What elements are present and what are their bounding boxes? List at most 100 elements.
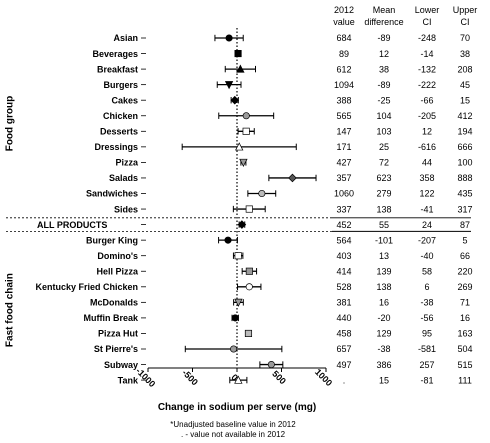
- row-label-5: Chicken: [103, 111, 138, 121]
- point-marker-0: [225, 34, 233, 42]
- cell-baseline-5: 565: [336, 111, 351, 121]
- cell-lower-15: 58: [422, 266, 432, 276]
- cell-mean-1: 12: [379, 49, 389, 59]
- cell-baseline-14: 403: [336, 251, 351, 261]
- cell-mean-5: 104: [376, 111, 391, 121]
- row-label-4: Cakes: [111, 95, 138, 105]
- point-marker-9: [288, 173, 297, 183]
- point-marker-2: [236, 64, 245, 73]
- row-label-22: Tank: [118, 375, 139, 385]
- x-tick-label-4: 1000: [313, 367, 334, 388]
- row-label-16: Kentucky Fried Chicken: [35, 282, 138, 292]
- cell-mean-19: 129: [376, 329, 391, 339]
- column-header-upper-sub: CI: [461, 17, 470, 27]
- point-marker-12: [237, 220, 247, 229]
- cell-lower-12: 24: [422, 220, 432, 230]
- cell-upper-17: 71: [460, 298, 470, 308]
- cell-lower-11: -41: [420, 204, 433, 214]
- column-header-baseline-sub: value: [333, 17, 355, 27]
- row-label-0: Asian: [113, 33, 138, 43]
- cell-upper-6: 194: [457, 127, 472, 137]
- cell-lower-7: -616: [418, 142, 436, 152]
- row-label-6: Desserts: [100, 127, 138, 137]
- footnote-0: *Unadjusted baseline value in 2012: [170, 420, 296, 429]
- cell-lower-13: -207: [418, 235, 436, 245]
- cell-mean-14: 13: [379, 251, 389, 261]
- cell-mean-8: 72: [379, 158, 389, 168]
- row-label-9: Salads: [109, 173, 138, 183]
- point-marker-14: [234, 252, 242, 260]
- cell-baseline-13: 564: [336, 235, 351, 245]
- cell-mean-7: 25: [379, 142, 389, 152]
- cell-mean-18: -20: [377, 313, 390, 323]
- point-marker-5: [242, 112, 250, 120]
- cell-mean-13: -101: [375, 235, 393, 245]
- cell-lower-9: 358: [419, 173, 434, 183]
- point-marker-11: [245, 205, 253, 213]
- cell-lower-18: -56: [420, 313, 433, 323]
- point-marker-15: [245, 267, 253, 275]
- cell-baseline-18: 440: [336, 313, 351, 323]
- row-label-14: Domino's: [97, 251, 138, 261]
- cell-baseline-21: 497: [336, 360, 351, 370]
- group-label-1: Fast food chain: [5, 273, 16, 347]
- point-marker-22: [234, 375, 243, 384]
- cell-mean-11: 138: [376, 204, 391, 214]
- cell-upper-12: 87: [460, 220, 470, 230]
- row-label-17: McDonalds: [90, 298, 138, 308]
- x-tick-label-3: 500: [270, 369, 288, 387]
- cell-upper-14: 66: [460, 251, 470, 261]
- point-marker-16: [245, 283, 253, 291]
- group-label-0: Food group: [5, 96, 16, 152]
- cell-upper-7: 666: [457, 142, 472, 152]
- cell-baseline-9: 357: [336, 173, 351, 183]
- cell-upper-2: 208: [457, 64, 472, 74]
- cell-upper-20: 504: [457, 344, 472, 354]
- x-tick-label-2: 0: [229, 372, 240, 383]
- cell-upper-22: 111: [458, 375, 472, 385]
- cell-lower-2: -132: [418, 64, 436, 74]
- cell-mean-16: 138: [376, 282, 391, 292]
- cell-baseline-17: 381: [336, 298, 351, 308]
- column-header-lower-sub: CI: [423, 17, 432, 27]
- cell-upper-0: 70: [460, 33, 470, 43]
- row-label-15: Hell Pizza: [96, 266, 139, 276]
- row-label-8: Pizza: [115, 158, 139, 168]
- point-marker-13: [224, 236, 232, 244]
- cell-mean-3: -89: [377, 80, 390, 90]
- cell-upper-13: 5: [462, 235, 467, 245]
- column-header-upper: Upper: [453, 5, 478, 15]
- cell-upper-19: 163: [457, 329, 472, 339]
- cell-upper-1: 38: [460, 49, 470, 59]
- cell-baseline-0: 684: [336, 33, 351, 43]
- cell-baseline-12: 452: [336, 220, 351, 230]
- cell-mean-0: -89: [377, 33, 390, 43]
- cell-upper-11: 317: [457, 204, 472, 214]
- cell-lower-17: -38: [420, 298, 433, 308]
- cell-upper-18: 16: [460, 313, 470, 323]
- cell-upper-8: 100: [457, 158, 472, 168]
- cell-lower-1: -14: [420, 49, 433, 59]
- cell-baseline-20: 657: [336, 344, 351, 354]
- cell-mean-6: 103: [376, 127, 391, 137]
- cell-baseline-4: 388: [336, 95, 351, 105]
- footnote-1: . - value not available in 2012: [181, 430, 286, 439]
- cell-lower-22: -81: [420, 375, 433, 385]
- row-label-12: ALL PRODUCTS: [37, 220, 107, 230]
- column-header-mean-sub: difference: [364, 17, 403, 27]
- cell-upper-9: 888: [457, 173, 472, 183]
- row-label-1: Beverages: [92, 49, 138, 59]
- point-marker-3: [224, 81, 234, 90]
- cell-upper-5: 412: [457, 111, 472, 121]
- row-label-19: Pizza Hut: [98, 329, 138, 339]
- row-label-2: Breakfast: [97, 64, 138, 74]
- cell-baseline-2: 612: [336, 64, 351, 74]
- row-label-3: Burgers: [103, 80, 138, 90]
- point-marker-18: [231, 314, 239, 322]
- cell-lower-20: -581: [418, 344, 436, 354]
- point-marker-4: [230, 95, 240, 105]
- cell-lower-8: 44: [422, 158, 432, 168]
- row-label-21: Subway: [104, 360, 138, 370]
- cell-lower-10: 122: [419, 189, 434, 199]
